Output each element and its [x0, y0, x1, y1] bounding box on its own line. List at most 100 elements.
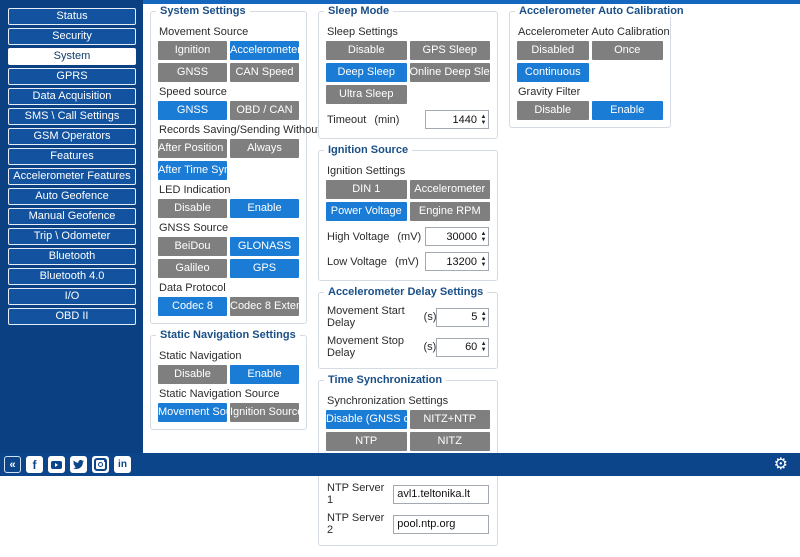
sidebar-item-status[interactable]: Status [8, 8, 136, 25]
toggle-glonass[interactable]: GLONASS [230, 237, 299, 256]
instagram-icon[interactable] [92, 456, 109, 473]
toggle-engine-rpm[interactable]: Engine RPM [409, 202, 490, 221]
panel-sleep-mode: Sleep Mode Sleep Settings Disable GPS Sl… [318, 5, 498, 139]
toggle-codec8-extended[interactable]: Codec 8 Extended [230, 297, 299, 316]
toggle-always[interactable]: Always [230, 139, 299, 158]
sidebar-item-auto-geofence[interactable]: Auto Geofence [8, 188, 136, 205]
spinner-control[interactable]: ▲ ▼ [478, 253, 488, 270]
sidebar-item-gsm-operators[interactable]: GSM Operators [8, 128, 136, 145]
sidebar-item-features[interactable]: Features [8, 148, 136, 165]
spinner-control[interactable]: ▲ ▼ [479, 338, 488, 356]
sidebar-item-manual-geofence[interactable]: Manual Geofence [8, 208, 136, 225]
spinner-down-icon[interactable]: ▼ [480, 236, 487, 243]
youtube-icon[interactable] [48, 456, 65, 473]
spinner-up-icon[interactable]: ▲ [480, 255, 487, 262]
toggle-calibration-disabled[interactable]: Disabled [517, 41, 589, 60]
spinner-control[interactable]: ▲ ▼ [478, 111, 488, 128]
toggle-can-speed[interactable]: CAN Speed [230, 63, 299, 82]
main-content: System Settings Movement Source Ignition… [143, 4, 800, 546]
toggle-online-deep-sleep[interactable]: Online Deep Sleep [409, 63, 490, 82]
toggle-static-nav-disable[interactable]: Disable [158, 365, 227, 384]
facebook-icon[interactable]: f [26, 456, 43, 473]
instagram-camera-icon [94, 458, 107, 471]
low-voltage-input[interactable] [426, 253, 479, 270]
movement-source-label: Movement Source [159, 26, 249, 38]
toggle-movement-source[interactable]: Movement Source [158, 403, 227, 422]
toggle-ultra-sleep[interactable]: Ultra Sleep [326, 85, 407, 104]
ntp-server1-input[interactable] [394, 485, 488, 503]
panel-title: Sleep Mode [324, 5, 394, 17]
toggle-ignition[interactable]: Ignition [158, 41, 227, 60]
sidebar-item-obd-ii[interactable]: OBD II [8, 308, 136, 325]
panel-accelerometer-auto-calibration: Accelerometer Auto Calibration Accelerom… [509, 5, 688, 128]
ignition-settings-label: Ignition Settings [327, 165, 406, 177]
twitter-icon[interactable] [70, 456, 87, 473]
ntp-server2-label: NTP Server 2 [327, 512, 385, 536]
timeout-input[interactable] [426, 111, 479, 128]
sidebar-item-io[interactable]: I/O [8, 288, 136, 305]
toggle-sync-disable-gnss-only[interactable]: Disable (GNSS only) [326, 410, 407, 429]
toggle-ignition-accelerometer[interactable]: Accelerometer [409, 180, 490, 199]
toggle-gravity-enable[interactable]: Enable [591, 101, 663, 120]
sidebar-item-gprs[interactable]: GPRS [8, 68, 136, 85]
spinner-down-icon[interactable]: ▼ [480, 119, 487, 126]
spinner-down-icon[interactable]: ▼ [480, 317, 487, 323]
toggle-led-disable[interactable]: Disable [158, 199, 227, 218]
sidebar-item-security[interactable]: Security [8, 28, 136, 45]
empty-cell [592, 63, 664, 82]
auto-calibration-label: Accelerometer Auto Calibration [518, 26, 670, 38]
sidebar-item-accelerometer-features[interactable]: Accelerometer Features [8, 168, 136, 185]
toggle-static-nav-enable[interactable]: Enable [230, 365, 299, 384]
toggle-gnss[interactable]: GNSS [158, 63, 227, 82]
sidebar-item-bluetooth-40[interactable]: Bluetooth 4.0 [8, 268, 136, 285]
spinner-up-icon[interactable]: ▲ [480, 113, 487, 120]
spinner-down-icon[interactable]: ▼ [480, 347, 487, 353]
spinner-control[interactable]: ▲ ▼ [478, 228, 488, 245]
collapse-sidebar-icon[interactable]: « [4, 456, 21, 473]
spinner-up-icon[interactable]: ▲ [480, 230, 487, 237]
sidebar-item-sms-call-settings[interactable]: SMS \ Call Settings [8, 108, 136, 125]
toggle-din1[interactable]: DIN 1 [326, 180, 407, 199]
movement-start-delay-label: Movement Start Delay [327, 305, 405, 329]
toggle-after-time-sync[interactable]: After Time Sync [158, 161, 227, 180]
toggle-speed-obd-can[interactable]: OBD / CAN [230, 101, 299, 120]
toggle-nitz-ntp[interactable]: NITZ+NTP [409, 410, 490, 429]
sidebar-item-bluetooth[interactable]: Bluetooth [8, 248, 136, 265]
panel-ignition-source: Ignition Source Ignition Settings DIN 1 … [318, 144, 498, 281]
toggle-power-voltage[interactable]: Power Voltage [326, 202, 407, 221]
panel-title: Static Navigation Settings [156, 329, 300, 341]
toggle-after-position-fix[interactable]: After Position Fix [158, 139, 227, 158]
toggle-codec8[interactable]: Codec 8 [158, 297, 227, 316]
spinner-down-icon[interactable]: ▼ [480, 261, 487, 268]
toggle-gravity-disable[interactable]: Disable [517, 101, 589, 120]
high-voltage-input[interactable] [426, 228, 479, 245]
toggle-beidou[interactable]: BeiDou [158, 237, 227, 256]
toggle-gps-sleep[interactable]: GPS Sleep [409, 41, 490, 60]
toggle-nitz[interactable]: NITZ [409, 432, 490, 451]
records-ts-label: Records Saving/Sending Without TS [159, 124, 338, 136]
sidebar-item-trip-odometer[interactable]: Trip \ Odometer [8, 228, 136, 245]
toggle-accelerometer[interactable]: Accelerometer [230, 41, 299, 60]
movement-stop-delay-input[interactable] [437, 338, 480, 356]
toggle-galileo[interactable]: Galileo [158, 259, 227, 278]
toggle-ntp[interactable]: NTP [326, 432, 407, 451]
toggle-gps[interactable]: GPS [230, 259, 299, 278]
linkedin-icon[interactable]: in [114, 456, 131, 473]
toggle-ignition-source[interactable]: Ignition Source [230, 403, 299, 422]
toggle-speed-gnss[interactable]: GNSS [158, 101, 227, 120]
toggle-led-enable[interactable]: Enable [230, 199, 299, 218]
toggle-calibration-once[interactable]: Once [591, 41, 663, 60]
spinner-control[interactable]: ▲ ▼ [479, 308, 488, 326]
settings-gear-icon[interactable]: ⚙ [773, 455, 788, 473]
sidebar-item-system[interactable]: System [8, 48, 136, 65]
panel-system-settings: System Settings Movement Source Ignition… [150, 5, 338, 324]
toggle-calibration-continuous[interactable]: Continuous [517, 63, 589, 82]
spinner-up-icon[interactable]: ▲ [480, 341, 487, 347]
ntp-server2-input[interactable] [394, 515, 488, 533]
toggle-deep-sleep[interactable]: Deep Sleep [326, 63, 407, 82]
sidebar-item-data-acquisition[interactable]: Data Acquisition [8, 88, 136, 105]
panel-title: Ignition Source [324, 144, 413, 156]
spinner-up-icon[interactable]: ▲ [480, 311, 487, 317]
toggle-sleep-disable[interactable]: Disable [326, 41, 407, 60]
movement-start-delay-input[interactable] [437, 308, 480, 326]
